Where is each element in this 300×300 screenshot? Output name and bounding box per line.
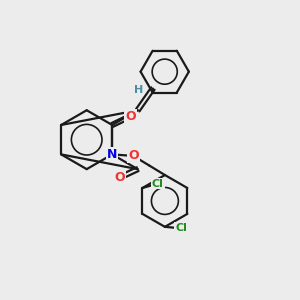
Text: Cl: Cl: [175, 223, 187, 233]
Text: O: O: [125, 110, 136, 123]
Text: H: H: [134, 85, 143, 95]
Text: O: O: [128, 149, 139, 162]
Text: O: O: [115, 171, 125, 184]
Text: N: N: [107, 148, 117, 161]
Text: Cl: Cl: [152, 178, 164, 189]
